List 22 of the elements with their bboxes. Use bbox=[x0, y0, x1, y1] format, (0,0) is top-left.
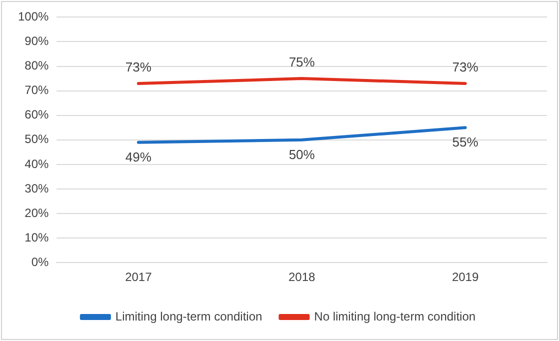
data-label: 49% bbox=[125, 149, 152, 164]
y-tick-label: 80% bbox=[24, 58, 50, 73]
legend-label: Limiting long-term condition bbox=[115, 309, 262, 324]
y-tick-label: 40% bbox=[24, 156, 50, 171]
y-tick-label: 100% bbox=[18, 10, 50, 24]
y-tick-label: 20% bbox=[24, 206, 50, 220]
data-label: 75% bbox=[288, 54, 316, 70]
y-tick-label: 70% bbox=[24, 83, 50, 98]
data-label: 50% bbox=[288, 146, 316, 162]
x-tick-label: 2018 bbox=[288, 270, 316, 284]
x-tick-label: 2019 bbox=[452, 270, 479, 284]
data-label: 55% bbox=[452, 134, 479, 150]
data-label: 73% bbox=[125, 60, 152, 75]
y-tick-label: 10% bbox=[24, 230, 50, 244]
legend-label: No limiting long-term condition bbox=[314, 309, 476, 324]
x-tick-label: 2017 bbox=[125, 270, 152, 284]
y-tick-label: 90% bbox=[24, 34, 50, 48]
data-label: 73% bbox=[452, 60, 479, 75]
y-tick-label: 30% bbox=[24, 181, 50, 196]
y-tick-label: 0% bbox=[31, 254, 50, 269]
y-tick-label: 50% bbox=[24, 132, 50, 146]
y-tick-label: 60% bbox=[24, 108, 50, 122]
